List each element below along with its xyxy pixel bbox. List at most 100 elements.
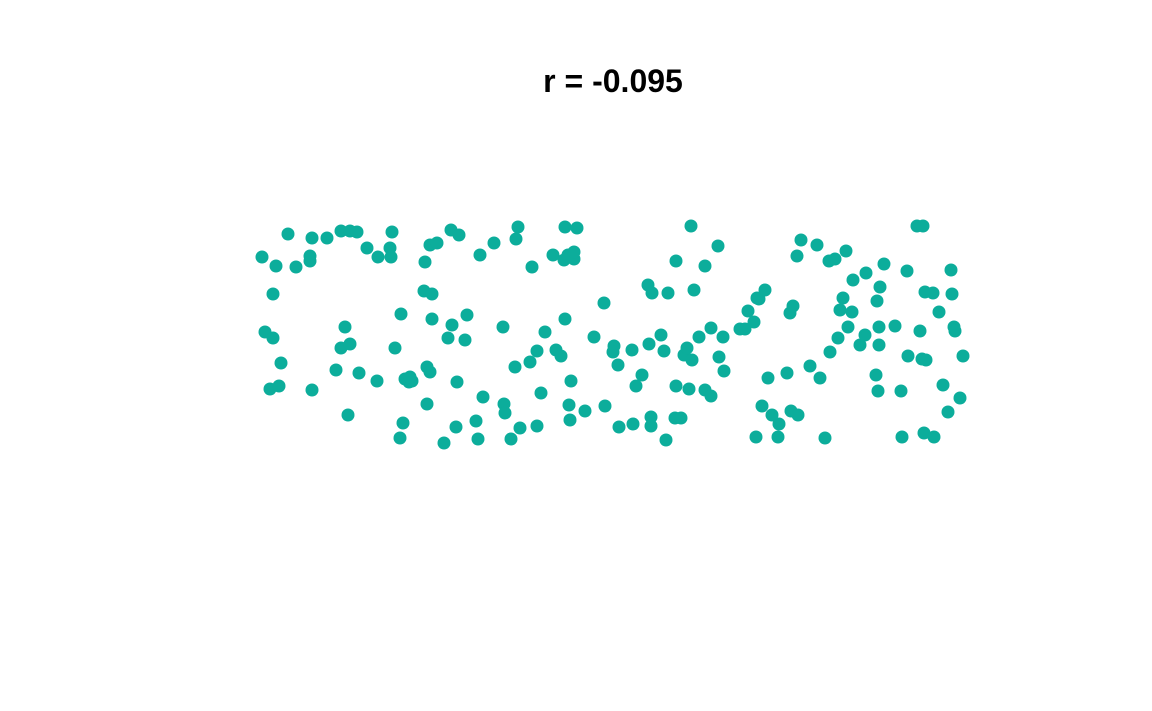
point bbox=[437, 436, 451, 450]
point bbox=[741, 304, 755, 318]
point bbox=[761, 371, 775, 385]
point bbox=[948, 324, 962, 338]
point bbox=[644, 410, 658, 424]
point bbox=[716, 330, 730, 344]
point bbox=[680, 341, 694, 355]
point bbox=[941, 405, 955, 419]
chart-title: r = -0.095 bbox=[543, 63, 683, 99]
point bbox=[393, 431, 407, 445]
point bbox=[352, 366, 366, 380]
point bbox=[895, 430, 909, 444]
point bbox=[932, 305, 946, 319]
point bbox=[625, 343, 639, 357]
point bbox=[564, 374, 578, 388]
point bbox=[669, 254, 683, 268]
point bbox=[534, 386, 548, 400]
point bbox=[305, 231, 319, 245]
point bbox=[926, 286, 940, 300]
point bbox=[473, 248, 487, 262]
point bbox=[338, 320, 352, 334]
point bbox=[471, 432, 485, 446]
point bbox=[385, 225, 399, 239]
point bbox=[450, 375, 464, 389]
point bbox=[303, 249, 317, 263]
point bbox=[717, 364, 731, 378]
point bbox=[635, 368, 649, 382]
point bbox=[525, 260, 539, 274]
point bbox=[329, 363, 343, 377]
point bbox=[758, 283, 772, 297]
point bbox=[810, 238, 824, 252]
point bbox=[873, 280, 887, 294]
point bbox=[872, 320, 886, 334]
point bbox=[901, 349, 915, 363]
point bbox=[771, 430, 785, 444]
point bbox=[587, 330, 601, 344]
point bbox=[606, 345, 620, 359]
point bbox=[281, 227, 295, 241]
point bbox=[888, 319, 902, 333]
point bbox=[685, 353, 699, 367]
point bbox=[458, 333, 472, 347]
point bbox=[859, 266, 873, 280]
point bbox=[747, 315, 761, 329]
point bbox=[692, 330, 706, 344]
point bbox=[546, 248, 560, 262]
point bbox=[538, 325, 552, 339]
point bbox=[430, 236, 444, 250]
point bbox=[530, 419, 544, 433]
point bbox=[682, 382, 696, 396]
point bbox=[394, 307, 408, 321]
point bbox=[403, 370, 417, 384]
point bbox=[712, 350, 726, 364]
point bbox=[894, 384, 908, 398]
point bbox=[944, 263, 958, 277]
point bbox=[388, 341, 402, 355]
point bbox=[780, 366, 794, 380]
point bbox=[704, 389, 718, 403]
point bbox=[669, 379, 683, 393]
point bbox=[790, 249, 804, 263]
point bbox=[558, 220, 572, 234]
point bbox=[674, 411, 688, 425]
point bbox=[626, 417, 640, 431]
point bbox=[917, 426, 931, 440]
point bbox=[449, 420, 463, 434]
point bbox=[423, 365, 437, 379]
point bbox=[945, 287, 959, 301]
point bbox=[698, 259, 712, 273]
point bbox=[508, 360, 522, 374]
point bbox=[772, 417, 786, 431]
point bbox=[371, 250, 385, 264]
point bbox=[523, 355, 537, 369]
point bbox=[869, 368, 883, 382]
point bbox=[629, 379, 643, 393]
point bbox=[841, 320, 855, 334]
point bbox=[823, 345, 837, 359]
point bbox=[684, 219, 698, 233]
point bbox=[858, 328, 872, 342]
point bbox=[578, 404, 592, 418]
point bbox=[738, 322, 752, 336]
point bbox=[839, 244, 853, 258]
point bbox=[511, 220, 525, 234]
point bbox=[384, 250, 398, 264]
point bbox=[504, 432, 518, 446]
point bbox=[418, 255, 432, 269]
point bbox=[530, 344, 544, 358]
point bbox=[833, 303, 847, 317]
point bbox=[828, 252, 842, 266]
point bbox=[791, 408, 805, 422]
point bbox=[794, 233, 808, 247]
point bbox=[370, 374, 384, 388]
point bbox=[558, 312, 572, 326]
point bbox=[813, 371, 827, 385]
point bbox=[425, 287, 439, 301]
point bbox=[845, 305, 859, 319]
point bbox=[765, 408, 779, 422]
point bbox=[654, 328, 668, 342]
point bbox=[341, 408, 355, 422]
point bbox=[642, 337, 656, 351]
point bbox=[831, 331, 845, 345]
